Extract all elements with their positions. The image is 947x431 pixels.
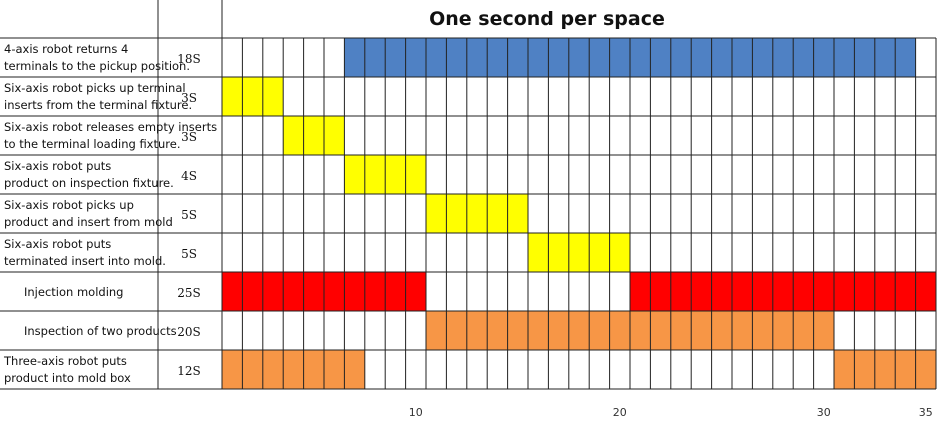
task-label-9: Three-axis robot puts product into mold b… (3, 354, 131, 385)
chart-title: One second per space (429, 8, 665, 30)
task-label-3: Six-axis robot releases empty inserts to … (4, 120, 217, 151)
task-label-line: Injection molding (24, 285, 123, 299)
task-label-line: 4-axis robot returns 4 (4, 42, 128, 56)
task-bar-7-segment-2 (630, 272, 936, 311)
x-tick-label: 30 (817, 406, 831, 419)
duration-label-9: 12S (177, 364, 201, 378)
task-bar-2-segment-1 (222, 77, 284, 116)
task-bar-5-segment-1 (426, 194, 528, 233)
task-label-line: to the terminal loading fixture. (4, 137, 181, 151)
task-label-line: product and insert from mold (4, 215, 173, 229)
task-label-1: 4-axis robot returns 4 terminals to the p… (4, 42, 190, 73)
x-tick-label: 20 (613, 406, 627, 419)
grid-layer (0, 0, 937, 390)
task-label-line: Inspection of two products (24, 324, 177, 338)
duration-label-6: 5S (181, 247, 197, 261)
task-label-line: Six-axis robot puts (4, 159, 111, 173)
task-bar-6-segment-1 (528, 233, 630, 272)
duration-label-8: 20S (177, 325, 201, 339)
task-label-2: Six-axis robot picks up terminal inserts … (4, 81, 192, 112)
task-bar-9-segment-1 (222, 350, 365, 389)
duration-label-1: 18S (177, 52, 201, 66)
task-label-line: terminated insert into mold. (4, 254, 166, 268)
task-label-line: Six-axis robot picks up (4, 198, 134, 212)
labels-layer: 4-axis robot returns 4 terminals to the p… (3, 42, 217, 385)
task-bar-9-segment-2 (834, 350, 936, 389)
task-label-line: Six-axis robot picks up terminal (4, 81, 186, 95)
duration-label-2: 3S (181, 91, 197, 105)
x-axis-ticks: 10 20 30 35 (409, 406, 933, 419)
x-tick-label: 10 (409, 406, 423, 419)
task-bar-3-segment-1 (283, 116, 345, 155)
task-label-line: Six-axis robot puts (4, 237, 111, 251)
task-label-line: Three-axis robot puts (3, 354, 127, 368)
task-label-line: product on inspection fixture. (4, 176, 174, 190)
duration-label-7: 25S (177, 286, 201, 300)
x-tick-label: 35 (919, 406, 933, 419)
task-label-5: Six-axis robot picks up product and inser… (4, 198, 173, 229)
task-label-6: Six-axis robot puts terminated insert int… (4, 237, 166, 268)
duration-label-5: 5S (181, 208, 197, 222)
bars-layer (222, 38, 936, 389)
task-label-7: Injection molding (24, 285, 123, 299)
task-label-line: Six-axis robot releases empty inserts (4, 120, 217, 134)
task-label-4: Six-axis robot puts product on inspection… (4, 159, 174, 190)
task-label-8: Inspection of two products (24, 324, 177, 338)
task-label-line: terminals to the pickup position. (4, 59, 190, 73)
duration-label-3: 3S (181, 130, 197, 144)
task-label-line: inserts from the terminal fixture. (4, 98, 192, 112)
task-label-line: product into mold box (4, 371, 131, 385)
duration-label-4: 4S (181, 169, 197, 183)
